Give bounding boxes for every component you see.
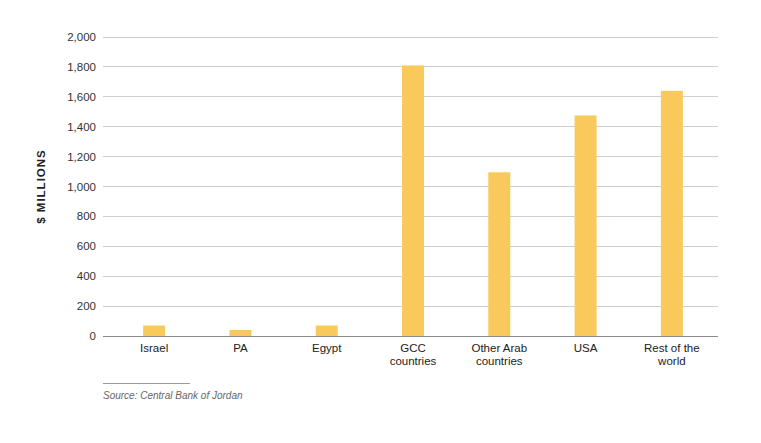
y-tick-label: 200 <box>77 300 96 312</box>
source-note: Source: Central Bank of Jordan <box>103 390 243 401</box>
y-tick-label: 1,200 <box>67 151 96 163</box>
y-tick-label: 1,400 <box>67 121 96 133</box>
bar <box>661 91 683 336</box>
y-tick-label: 1,000 <box>67 181 96 193</box>
grid-line <box>103 37 718 38</box>
bar <box>575 115 597 336</box>
x-tick-label: GCCcountries <box>390 342 437 367</box>
y-tick-label: 600 <box>77 240 96 252</box>
y-tick-label: 400 <box>77 270 96 282</box>
x-tick-label: Rest of theworld <box>644 342 700 367</box>
y-axis-label: $ MILLIONS <box>35 149 47 224</box>
chart-svg: 0 200 400 600 800 1,000 1,200 1,400 1,600 1,800 2,… <box>0 0 761 443</box>
source-rule <box>103 383 190 384</box>
y-tick-label: 2,000 <box>67 31 96 43</box>
x-tick-label: Other Arabcountries <box>471 342 527 367</box>
chart-root: 0 200 400 600 800 1,000 1,200 1,400 1,600 1,800 2,… <box>0 0 761 443</box>
bars <box>143 65 683 336</box>
bar <box>143 326 165 336</box>
x-axis-line <box>103 336 718 337</box>
grid <box>103 37 718 336</box>
x-tick-label: Israel <box>140 342 168 354</box>
x-tick-label: Egypt <box>312 342 342 354</box>
bar <box>402 65 424 336</box>
y-tick-label: 1,800 <box>67 61 96 73</box>
y-tick-label: 1,600 <box>67 91 96 103</box>
x-tick-label: PA <box>233 342 248 354</box>
y-tick-label: 800 <box>77 210 96 222</box>
bar <box>229 330 251 336</box>
x-tick-label: USA <box>574 342 598 354</box>
grid-line <box>103 336 718 337</box>
bar <box>316 326 338 336</box>
bar <box>488 172 510 336</box>
y-tick-label: 0 <box>90 330 96 342</box>
